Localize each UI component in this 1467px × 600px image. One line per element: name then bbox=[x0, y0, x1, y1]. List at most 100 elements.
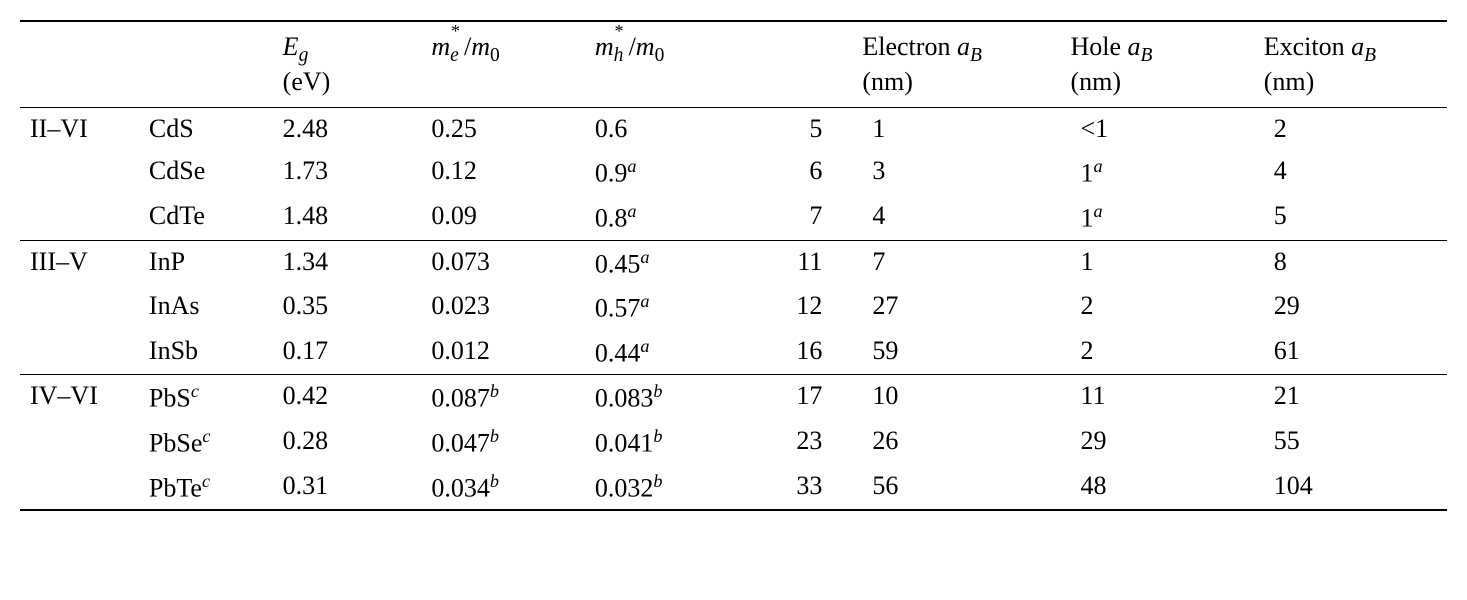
cell-group bbox=[20, 330, 139, 375]
cell-electron-aB: 27 bbox=[852, 285, 1060, 330]
cell-group bbox=[20, 195, 139, 240]
cell-hole-aB: 1 bbox=[1060, 240, 1253, 285]
cell-hole-aB: 48 bbox=[1060, 465, 1253, 511]
cell-exciton-aB: 5 bbox=[1254, 195, 1447, 240]
cell-mh: 0.45a bbox=[585, 240, 749, 285]
cell-eps: 12 bbox=[748, 285, 852, 330]
col-header-me: m*e /m0 bbox=[421, 21, 585, 108]
cell-electron-aB: 10 bbox=[852, 375, 1060, 420]
cell-group: III–V bbox=[20, 240, 139, 285]
cell-me: 0.087b bbox=[421, 375, 585, 420]
cell-electron-aB: 1 bbox=[852, 108, 1060, 151]
cell-Eg: 1.48 bbox=[273, 195, 422, 240]
cell-eps: 23 bbox=[748, 420, 852, 465]
table-row: InAs0.350.0230.57a1227229 bbox=[20, 285, 1447, 330]
cell-electron-aB: 4 bbox=[852, 195, 1060, 240]
semiconductor-properties-table: Eg (eV) m*e /m0 m*h /m0 Electron aB (nm)… bbox=[20, 20, 1447, 511]
cell-hole-aB: 29 bbox=[1060, 420, 1253, 465]
cell-electron-aB: 56 bbox=[852, 465, 1060, 511]
cell-Eg: 0.17 bbox=[273, 330, 422, 375]
cell-exciton-aB: 61 bbox=[1254, 330, 1447, 375]
table-row: PbSec0.280.047b0.041b23262955 bbox=[20, 420, 1447, 465]
cell-group: IV–VI bbox=[20, 375, 139, 420]
cell-material: CdTe bbox=[139, 195, 273, 240]
cell-eps: 11 bbox=[748, 240, 852, 285]
cell-me: 0.12 bbox=[421, 150, 585, 195]
cell-material: InAs bbox=[139, 285, 273, 330]
cell-me: 0.023 bbox=[421, 285, 585, 330]
cell-Eg: 0.42 bbox=[273, 375, 422, 420]
cell-Eg: 0.31 bbox=[273, 465, 422, 511]
cell-eps: 33 bbox=[748, 465, 852, 511]
col-header-exciton-aB: Exciton aB (nm) bbox=[1254, 21, 1447, 108]
cell-mh: 0.57a bbox=[585, 285, 749, 330]
cell-group: II–VI bbox=[20, 108, 139, 151]
col-header-electron-aB: Electron aB (nm) bbox=[852, 21, 1060, 108]
cell-electron-aB: 3 bbox=[852, 150, 1060, 195]
table-row: II–VICdS2.480.250.651<12 bbox=[20, 108, 1447, 151]
cell-material: PbTec bbox=[139, 465, 273, 511]
cell-material: PbSec bbox=[139, 420, 273, 465]
table-row: III–VInP1.340.0730.45a11718 bbox=[20, 240, 1447, 285]
col-header-material bbox=[139, 21, 273, 108]
col-header-Eg: Eg (eV) bbox=[273, 21, 422, 108]
cell-hole-aB: 1a bbox=[1060, 150, 1253, 195]
cell-electron-aB: 7 bbox=[852, 240, 1060, 285]
cell-mh: 0.8a bbox=[585, 195, 749, 240]
cell-hole-aB: 11 bbox=[1060, 375, 1253, 420]
cell-material: InP bbox=[139, 240, 273, 285]
cell-mh: 0.6 bbox=[585, 108, 749, 151]
table-header: Eg (eV) m*e /m0 m*h /m0 Electron aB (nm)… bbox=[20, 21, 1447, 108]
cell-hole-aB: 2 bbox=[1060, 285, 1253, 330]
col-header-group bbox=[20, 21, 139, 108]
cell-Eg: 1.73 bbox=[273, 150, 422, 195]
cell-hole-aB: 2 bbox=[1060, 330, 1253, 375]
cell-eps: 6 bbox=[748, 150, 852, 195]
cell-Eg: 0.35 bbox=[273, 285, 422, 330]
cell-group bbox=[20, 465, 139, 511]
cell-eps: 16 bbox=[748, 330, 852, 375]
cell-hole-aB: <1 bbox=[1060, 108, 1253, 151]
cell-hole-aB: 1a bbox=[1060, 195, 1253, 240]
cell-mh: 0.041b bbox=[585, 420, 749, 465]
cell-exciton-aB: 2 bbox=[1254, 108, 1447, 151]
table-row: PbTec0.310.034b0.032b335648104 bbox=[20, 465, 1447, 511]
cell-eps: 17 bbox=[748, 375, 852, 420]
cell-exciton-aB: 8 bbox=[1254, 240, 1447, 285]
table-row: CdSe1.730.120.9a631a4 bbox=[20, 150, 1447, 195]
col-header-eps bbox=[748, 21, 852, 108]
cell-group bbox=[20, 285, 139, 330]
cell-Eg: 0.28 bbox=[273, 420, 422, 465]
cell-mh: 0.9a bbox=[585, 150, 749, 195]
cell-eps: 5 bbox=[748, 108, 852, 151]
table-row: InSb0.170.0120.44a1659261 bbox=[20, 330, 1447, 375]
cell-group bbox=[20, 420, 139, 465]
cell-me: 0.034b bbox=[421, 465, 585, 511]
cell-exciton-aB: 29 bbox=[1254, 285, 1447, 330]
cell-material: PbSc bbox=[139, 375, 273, 420]
table-row: CdTe1.480.090.8a741a5 bbox=[20, 195, 1447, 240]
cell-me: 0.09 bbox=[421, 195, 585, 240]
cell-group bbox=[20, 150, 139, 195]
cell-me: 0.073 bbox=[421, 240, 585, 285]
cell-material: CdS bbox=[139, 108, 273, 151]
cell-material: InSb bbox=[139, 330, 273, 375]
cell-electron-aB: 59 bbox=[852, 330, 1060, 375]
cell-Eg: 2.48 bbox=[273, 108, 422, 151]
col-header-mh: m*h /m0 bbox=[585, 21, 749, 108]
cell-exciton-aB: 55 bbox=[1254, 420, 1447, 465]
cell-me: 0.047b bbox=[421, 420, 585, 465]
cell-me: 0.25 bbox=[421, 108, 585, 151]
col-header-hole-aB: Hole aB (nm) bbox=[1060, 21, 1253, 108]
cell-mh: 0.083b bbox=[585, 375, 749, 420]
cell-Eg: 1.34 bbox=[273, 240, 422, 285]
cell-electron-aB: 26 bbox=[852, 420, 1060, 465]
cell-mh: 0.032b bbox=[585, 465, 749, 511]
cell-exciton-aB: 104 bbox=[1254, 465, 1447, 511]
cell-exciton-aB: 21 bbox=[1254, 375, 1447, 420]
cell-me: 0.012 bbox=[421, 330, 585, 375]
cell-eps: 7 bbox=[748, 195, 852, 240]
table-body: II–VICdS2.480.250.651<12CdSe1.730.120.9a… bbox=[20, 108, 1447, 511]
cell-exciton-aB: 4 bbox=[1254, 150, 1447, 195]
table-row: IV–VIPbSc0.420.087b0.083b17101121 bbox=[20, 375, 1447, 420]
